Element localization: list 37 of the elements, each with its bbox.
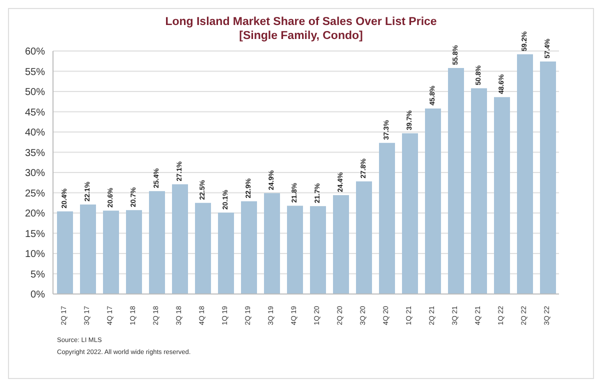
y-tick-label: 25% <box>24 188 46 200</box>
bar <box>379 142 395 294</box>
y-tick-label: 60% <box>24 46 46 58</box>
bar <box>57 211 73 294</box>
y-tick-label: 40% <box>24 128 46 139</box>
bar <box>126 210 142 294</box>
y-tick-label: 55% <box>24 66 46 78</box>
bar <box>80 204 96 294</box>
y-tick-label: 5% <box>30 269 46 280</box>
bar <box>356 181 372 294</box>
bar <box>471 88 487 294</box>
bar <box>195 202 211 294</box>
chart-title: Long Island Market Share of Sales Over List Price <box>164 15 438 29</box>
y-tick-label: 35% <box>24 148 46 159</box>
bar <box>333 195 349 294</box>
bar <box>287 206 303 294</box>
y-tick-label: 50% <box>24 87 46 98</box>
bar <box>540 62 556 294</box>
bar <box>149 191 165 294</box>
y-tick-label: 0% <box>30 290 46 301</box>
bar <box>402 133 418 294</box>
bar <box>103 210 119 294</box>
y-tick-label: 10% <box>24 249 46 260</box>
bar <box>172 184 188 294</box>
bar <box>494 97 510 294</box>
bar <box>448 68 464 294</box>
bar <box>218 212 234 294</box>
bar <box>310 206 326 294</box>
y-tick-label: 45% <box>24 107 46 118</box>
y-tick-label: 30% <box>24 168 46 180</box>
y-tick-label: 20% <box>24 208 46 220</box>
chart-subtitle: [Single Family, Condo] <box>239 30 363 42</box>
y-tick-label: 15% <box>24 228 46 240</box>
bar <box>517 54 533 294</box>
bar <box>264 193 280 294</box>
bar <box>241 201 257 294</box>
bar <box>425 108 441 294</box>
